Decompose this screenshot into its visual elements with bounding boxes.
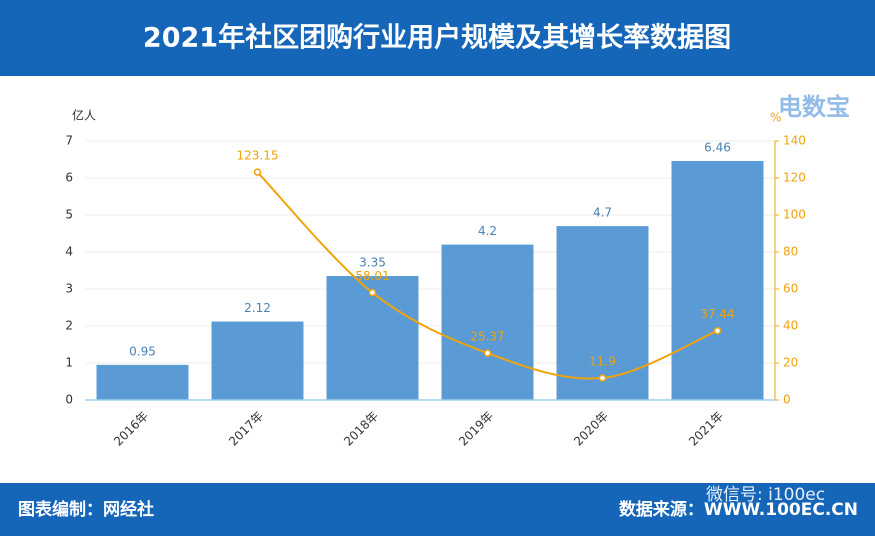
y2-tick-label: 60	[783, 282, 798, 296]
line-value-label: 37.44	[700, 307, 734, 321]
y-tick-label: 1	[65, 356, 73, 370]
bar-value-label: 4.2	[478, 224, 497, 238]
watermark: 微信号: i100ec	[706, 485, 825, 505]
bar	[96, 364, 189, 400]
y-tick-label: 0	[65, 393, 73, 407]
line-point	[368, 288, 377, 297]
bar	[556, 226, 649, 400]
logo: 电数宝	[778, 93, 850, 121]
y-tick-label: 6	[65, 171, 73, 185]
y2-tick-label: 40	[783, 319, 798, 333]
line-point	[598, 374, 607, 382]
x-tick-label: 2017年	[226, 409, 266, 449]
bar	[326, 276, 419, 400]
y-tick-label: 4	[65, 245, 73, 259]
y2-tick-label: 80	[783, 245, 798, 259]
bar-value-label: 2.12	[244, 301, 271, 315]
line-value-label: 25.37	[470, 330, 504, 344]
y2-tick-label: 100	[783, 208, 806, 222]
y2-axis-label: %	[770, 111, 781, 125]
y-tick-label: 3	[65, 282, 73, 296]
x-tick-label: 2016年	[111, 409, 151, 449]
x-tick-label: 2019年	[456, 409, 496, 449]
line-point	[483, 349, 492, 357]
y-tick-label: 5	[65, 208, 73, 222]
x-tick-label: 2021年	[686, 409, 726, 449]
line-value-label: 11.9	[589, 354, 616, 368]
bar-value-label: 3.35	[359, 256, 386, 270]
x-tick-label: 2018年	[341, 409, 381, 449]
header-bar	[0, 0, 875, 76]
bar	[671, 160, 764, 400]
bar-value-label: 4.7	[593, 206, 612, 220]
footer-left: 图表编制：网经社	[18, 499, 154, 520]
bar-value-label: 0.95	[129, 344, 156, 358]
y2-tick-label: 120	[783, 171, 806, 185]
bar	[441, 244, 534, 400]
line-point	[253, 168, 262, 176]
y-tick-label: 2	[65, 319, 73, 333]
y2-tick-label: 0	[783, 393, 791, 407]
line-point	[713, 326, 722, 335]
bar	[211, 321, 304, 400]
y-axis-label: 亿人	[72, 108, 96, 123]
footer-bar	[0, 483, 875, 536]
bar-value-label: 6.46	[704, 140, 731, 154]
line-value-label: 123.15	[237, 149, 279, 163]
footer-right: 数据来源：WWW.100EC.CN	[619, 499, 858, 520]
line-value-label: 58.01	[355, 269, 389, 283]
x-tick-label: 2020年	[571, 409, 611, 449]
y2-tick-label: 20	[783, 356, 798, 370]
chart-title: 2021年社区团购行业用户规模及其增长率数据图	[143, 22, 731, 54]
y-tick-label: 7	[65, 134, 73, 148]
y2-tick-label: 140	[783, 134, 806, 148]
